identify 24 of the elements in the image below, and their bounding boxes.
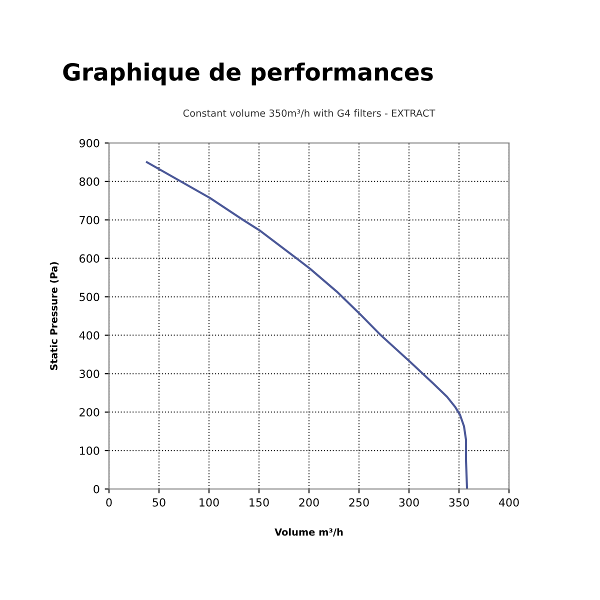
y-tick-label: 200 [80, 408, 100, 416]
y-tick-label: 300 [80, 370, 100, 378]
chart-subtitle: Constant volume 350m³/h with G4 filters - EXTRACT [183, 109, 436, 118]
y-tick-label: 400 [79, 331, 100, 340]
y-tick-label: 100 [80, 446, 100, 455]
x-tick-label: 150 [250, 498, 269, 507]
x-axis-title: Volume m³/h [274, 528, 343, 537]
y-tick-label: 500 [80, 292, 100, 302]
y-tick-label: 800 [80, 177, 100, 186]
y-tick-label: 600 [80, 254, 100, 263]
y-axis-title: Static Pressure (Pa) [50, 262, 59, 370]
x-tick-label: 50 [152, 498, 166, 507]
y-tick-label: 700 [80, 216, 100, 224]
x-tick-label: 200 [299, 498, 319, 507]
x-tick-label: 350 [449, 498, 469, 507]
line-series [146, 161, 468, 489]
x-tick-label: 250 [349, 498, 369, 507]
x-tick-label: 300 [399, 498, 419, 507]
x-tick-label: 400 [498, 498, 519, 507]
x-tick-label: 100 [200, 498, 219, 507]
y-tick-label: 900 [79, 138, 100, 148]
x-tick-label: 0 [106, 498, 112, 507]
y-tick-label: 0 [94, 484, 100, 494]
chart-title: Graphique de performances [63, 62, 433, 86]
